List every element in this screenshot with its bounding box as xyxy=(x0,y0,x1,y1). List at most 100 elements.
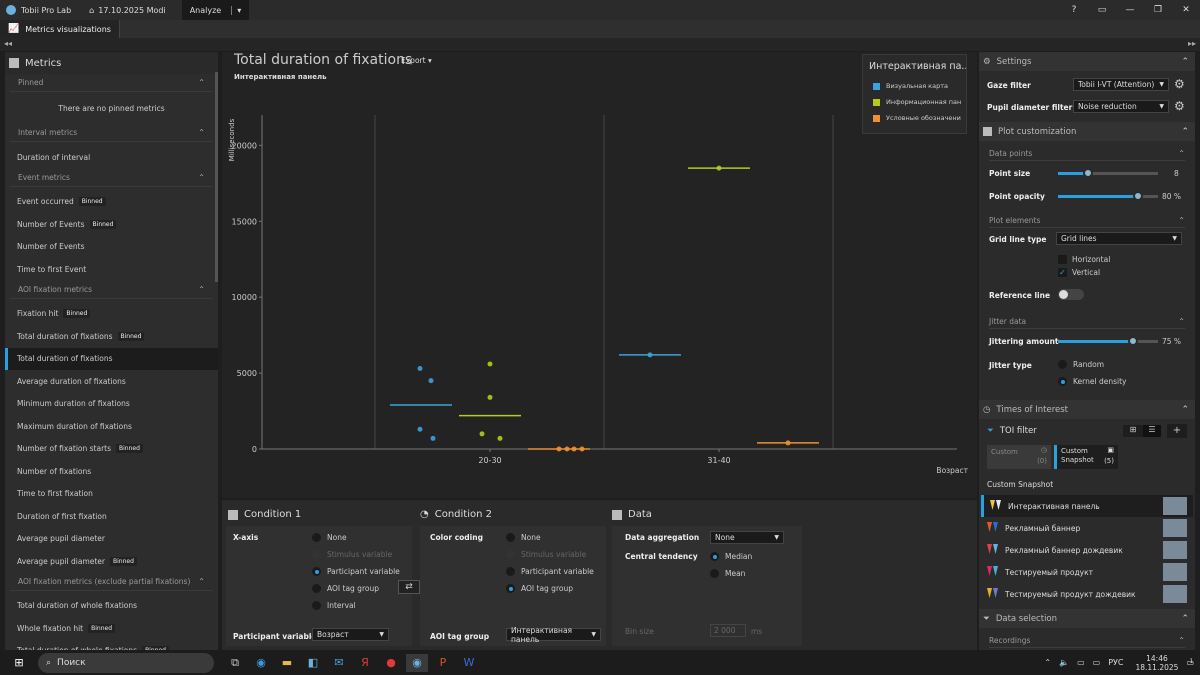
radio-none[interactable]: None xyxy=(312,533,347,542)
metric-section-header[interactable]: AOI fixation metrics ⌃ xyxy=(10,281,213,299)
radio-aoi-tag-group[interactable]: AOI tag group xyxy=(506,584,573,593)
metric-item[interactable]: Number of fixations xyxy=(5,460,218,483)
radio-participant-variable[interactable]: Participant variable xyxy=(506,567,594,576)
custom-snapshot-tile[interactable]: Custom Snapshot (5) ▣ xyxy=(1054,445,1118,469)
toi-header[interactable]: ◷ Times of Interest ⌃ xyxy=(979,400,1195,419)
participant-variable-dropdown[interactable]: Возраст ▼ xyxy=(312,628,389,641)
list-view-icon[interactable]: ☰ xyxy=(1143,425,1161,437)
file-explorer-icon[interactable]: ▬ xyxy=(281,656,293,669)
vertical-checkbox[interactable]: ✓ Vertical xyxy=(1058,268,1100,277)
settings-header[interactable]: ⚙ Settings ⌃ xyxy=(979,52,1195,71)
reference-line-toggle[interactable] xyxy=(1058,289,1084,300)
slider-knob[interactable] xyxy=(1133,191,1143,201)
radio-kernel-density[interactable]: Kernel density xyxy=(1058,377,1126,386)
plot-elements-section[interactable]: Plot elements ⌃ xyxy=(989,214,1185,228)
aoi-tag-group-dropdown[interactable]: Интерактивная панель ▼ xyxy=(506,626,601,644)
metric-item[interactable]: Average pupil diameter Binned xyxy=(5,550,218,573)
close-button[interactable]: ✕ xyxy=(1182,5,1190,15)
add-toi-button[interactable]: + xyxy=(1167,424,1187,438)
mail-icon[interactable]: ✉ xyxy=(334,656,344,669)
metric-item[interactable]: Total duration of fixations xyxy=(5,347,218,370)
project-tab[interactable]: ⌂ 17.10.2025 Modi xyxy=(89,0,166,20)
metric-item[interactable]: Event occurred Binned xyxy=(5,191,218,214)
point-opacity-slider[interactable] xyxy=(1058,191,1158,201)
yandex-icon[interactable]: Я xyxy=(361,656,369,669)
metric-item[interactable]: Duration of interval xyxy=(5,146,218,169)
collapse-left-icon[interactable]: ◂◂ xyxy=(4,39,13,48)
pupil-filter-dropdown[interactable]: Noise reduction ▼ xyxy=(1073,100,1169,113)
metric-item[interactable]: Total duration of whole fixations xyxy=(5,595,218,618)
bin-size-input[interactable]: 2 000 xyxy=(710,624,746,637)
plot-customization-header[interactable]: Plot customization ⌃ xyxy=(979,122,1195,141)
custom-toi-tile[interactable]: Custom (0) ◷ xyxy=(987,445,1051,469)
gaze-filter-dropdown[interactable]: Tobii I-VT (Attention) ▼ xyxy=(1073,78,1169,91)
clock[interactable]: 14:46 18.11.2025 xyxy=(1135,654,1178,672)
tray-chevron-icon[interactable]: ⌃ xyxy=(1044,658,1052,667)
data-selection-header[interactable]: ⏷ Data selection ⌃ xyxy=(979,609,1195,628)
analyze-dropdown-icon[interactable]: ▾ xyxy=(231,5,241,15)
toi-item[interactable]: Тестируемый продукт дождевик xyxy=(981,583,1193,605)
word-icon[interactable]: W xyxy=(463,656,475,669)
metric-section-header[interactable]: Pinned ⌃ xyxy=(10,74,213,92)
metric-item[interactable]: Average pupil diameter xyxy=(5,528,218,551)
minimize-button[interactable]: — xyxy=(1125,5,1135,15)
radio-stimulus-variable[interactable]: Stimulus variable xyxy=(506,550,586,559)
notifications-icon[interactable]: ▭ 1 xyxy=(1186,658,1194,667)
metric-item[interactable]: Total duration of fixations Binned xyxy=(5,325,218,348)
metrics-scrollbar[interactable] xyxy=(215,72,218,282)
metric-section-header[interactable]: Interval metrics ⌃ xyxy=(10,124,213,142)
volume-icon[interactable]: 🔈 xyxy=(1059,658,1070,667)
radio-interval[interactable]: Interval xyxy=(312,601,356,610)
toi-item[interactable]: Рекламный баннер дождевик xyxy=(981,539,1193,561)
metric-item[interactable]: Duration of first fixation xyxy=(5,505,218,528)
tobii-taskbar-icon[interactable]: ◉ xyxy=(406,653,428,672)
radio-random[interactable]: Random xyxy=(1058,360,1104,369)
metric-item[interactable]: Fixation hit Binned xyxy=(5,303,218,326)
tab-metrics-visualizations[interactable]: 📈 Metrics visualizations xyxy=(0,20,120,38)
data-points-section[interactable]: Data points ⌃ xyxy=(989,147,1185,161)
radio-mean[interactable]: Mean xyxy=(710,569,745,578)
metric-item[interactable]: Time to first Event xyxy=(5,258,218,281)
metric-item[interactable]: Number of fixation starts Binned xyxy=(5,438,218,461)
radio-none[interactable]: None xyxy=(506,533,541,542)
grid-line-type-dropdown[interactable]: Grid lines ▼ xyxy=(1056,232,1182,245)
feedback-icon[interactable]: ▭ xyxy=(1097,5,1107,15)
radio-stimulus-variable[interactable]: Stimulus variable xyxy=(312,550,392,559)
toi-item[interactable]: Рекламный баннер xyxy=(981,517,1193,539)
language-indicator[interactable]: РУС xyxy=(1108,658,1124,667)
metric-item[interactable]: Maximum duration of fixations xyxy=(5,415,218,438)
radio-aoi-tag-group[interactable]: AOI tag group xyxy=(312,584,379,593)
store-icon[interactable]: ◧ xyxy=(307,656,319,669)
taskbar-search[interactable]: ⌕ Поиск xyxy=(38,652,214,673)
legend-item[interactable]: Информационная пан xyxy=(863,94,966,110)
metric-item[interactable]: Number of Events Binned xyxy=(5,213,218,236)
help-icon[interactable]: ? xyxy=(1071,5,1077,15)
legend-item[interactable]: Условные обозначени xyxy=(863,110,966,126)
metric-item[interactable]: Average duration of fixations xyxy=(5,370,218,393)
gaze-filter-gear-icon[interactable]: ⚙ xyxy=(1174,77,1185,91)
metric-item[interactable]: Total duration of whole fixations Binned xyxy=(5,640,218,650)
slider-knob[interactable] xyxy=(1083,168,1093,178)
metric-section-header[interactable]: Event metrics ⌃ xyxy=(10,169,213,187)
point-size-slider[interactable] xyxy=(1058,168,1158,178)
yandex-browser-icon[interactable]: ● xyxy=(386,656,396,669)
powerpoint-icon[interactable]: P xyxy=(439,656,447,669)
radio-participant-variable[interactable]: Participant variable xyxy=(312,567,400,576)
grid-view-icon[interactable]: ⊞ xyxy=(1123,425,1143,437)
toi-item[interactable]: Интерактивная панель xyxy=(981,495,1193,517)
toi-filter[interactable]: ⏷ TOI filter xyxy=(987,426,1037,436)
network-icon[interactable]: ▭ xyxy=(1077,658,1085,667)
metric-item[interactable]: Minimum duration of fixations xyxy=(5,393,218,416)
analyze-tab[interactable]: Analyze ▾ xyxy=(181,0,250,20)
slider-knob[interactable] xyxy=(1128,336,1138,346)
edge-icon[interactable]: ◉ xyxy=(256,656,266,669)
metric-item[interactable]: Whole fixation hit Binned xyxy=(5,617,218,640)
task-view-icon[interactable]: ⧉ xyxy=(231,655,239,669)
radio-median[interactable]: Median xyxy=(710,552,752,561)
metric-item[interactable]: Time to first fixation xyxy=(5,483,218,506)
jitter-data-section[interactable]: Jitter data ⌃ xyxy=(989,315,1185,329)
data-aggregation-dropdown[interactable]: None ▼ xyxy=(710,531,784,544)
maximize-button[interactable]: ❐ xyxy=(1153,5,1163,15)
swap-conditions-button[interactable]: ⇄ xyxy=(398,580,420,594)
legend-item[interactable]: Визуальная карта xyxy=(863,78,966,94)
